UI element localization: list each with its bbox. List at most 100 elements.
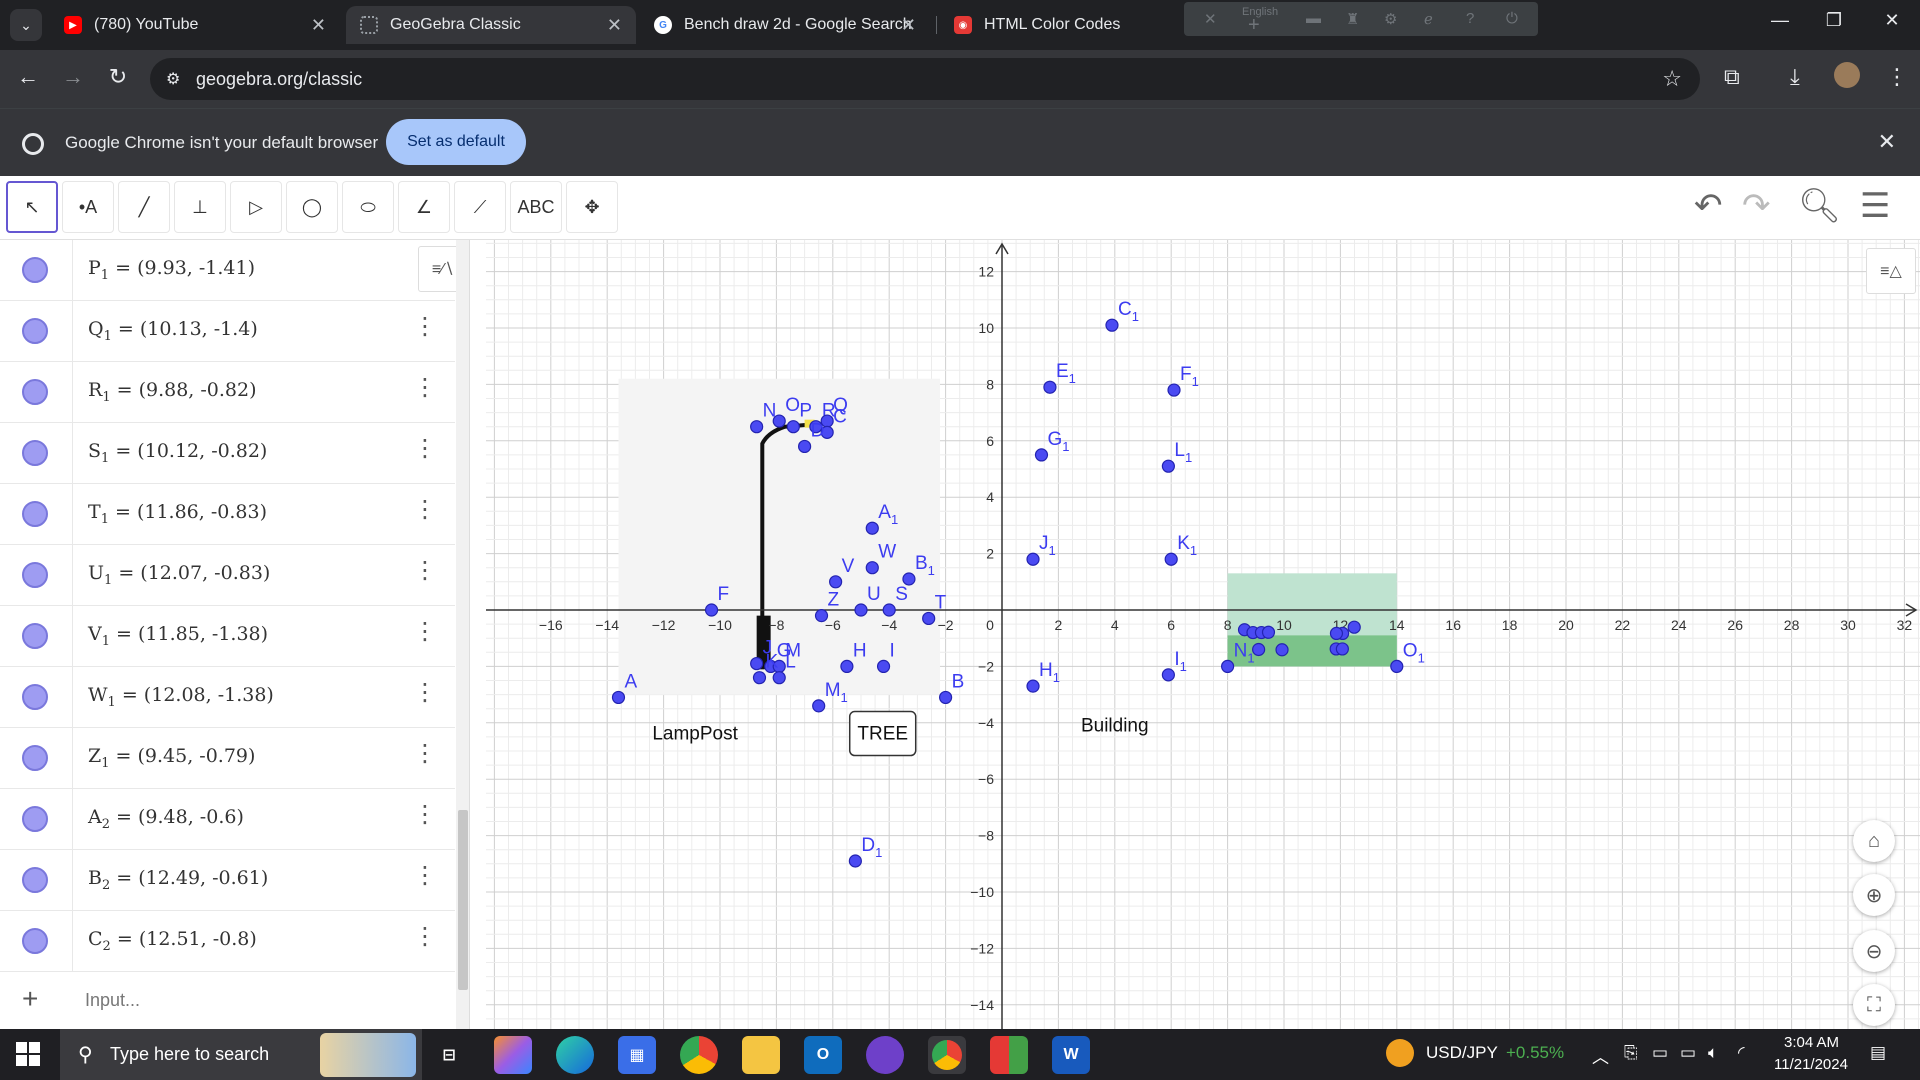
tab-html-color-codes[interactable]: ◉ HTML Color Codes: [940, 6, 1180, 44]
graphics-style-button[interactable]: ≡△: [1866, 248, 1916, 294]
fullscreen-icon[interactable]: ⛶: [1853, 984, 1895, 1026]
bookmark-star-icon[interactable]: ☆: [1662, 66, 1682, 91]
point-V[interactable]: [829, 575, 843, 589]
point-U[interactable]: [854, 603, 868, 617]
forward-icon[interactable]: →: [62, 64, 84, 89]
reflect-tool[interactable]: ⟋: [454, 181, 506, 233]
algebra-scrollbar[interactable]: [456, 240, 469, 1029]
algebra-definition[interactable]: T1 = (11.86, -0.83): [88, 501, 267, 527]
algebra-definition[interactable]: Q1 = (10.13, -1.4): [88, 318, 258, 344]
file-explorer-icon[interactable]: [742, 1036, 780, 1074]
algebra-row[interactable]: C2 = (12.51, -0.8) ⋮: [0, 911, 455, 972]
meet-icon[interactable]: ⎘: [1624, 1043, 1638, 1062]
tab-google-search[interactable]: G Bench draw 2d - Google Search ✕: [640, 6, 930, 44]
algebra-definition[interactable]: S1 = (10.12, -0.82): [88, 440, 267, 466]
set-as-default-button[interactable]: Set as default: [386, 119, 526, 165]
visibility-toggle[interactable]: [22, 257, 48, 283]
algebra-row[interactable]: T1 = (11.86, -0.83) ⋮: [0, 484, 455, 545]
ticker-name[interactable]: USD/JPY: [1426, 1043, 1498, 1062]
volume-icon[interactable]: 🔈︎: [1708, 1043, 1719, 1062]
more-options-icon[interactable]: ⋮: [413, 435, 437, 462]
close-icon[interactable]: ✕: [310, 15, 326, 35]
bench-point[interactable]: [1275, 643, 1289, 657]
point-H[interactable]: [840, 659, 854, 673]
more-options-icon[interactable]: ⋮: [413, 923, 437, 950]
point-D[interactable]: [798, 439, 812, 454]
point-Z[interactable]: [814, 609, 829, 623]
point-M1[interactable]: [812, 699, 826, 713]
polygon-tool[interactable]: ▷: [230, 181, 282, 233]
algebra-definition[interactable]: R1 = (9.88, -0.82): [88, 379, 257, 405]
algebra-definition[interactable]: W1 = (12.08, -1.38): [88, 684, 274, 710]
bench-point[interactable]: [1347, 620, 1361, 634]
point-I1[interactable]: [1161, 668, 1175, 682]
wifi-icon[interactable]: ◜: [1738, 1043, 1745, 1062]
site-info-icon[interactable]: ⚙: [166, 71, 181, 88]
algebra-definition[interactable]: P1 = (9.93, -1.41): [88, 257, 255, 283]
visibility-toggle[interactable]: [22, 318, 48, 344]
close-icon[interactable]: ✕: [606, 15, 622, 35]
point-R[interactable]: [809, 420, 823, 434]
point-L1[interactable]: [1161, 459, 1175, 473]
visibility-toggle[interactable]: [22, 867, 48, 893]
algebra-row[interactable]: B2 = (12.49, -0.61) ⋮: [0, 850, 455, 911]
building-label[interactable]: Building: [1081, 715, 1149, 736]
copilot-icon[interactable]: [494, 1036, 532, 1074]
point-T[interactable]: [922, 611, 936, 626]
edge-icon[interactable]: [556, 1036, 594, 1074]
undo-icon[interactable]: ↶: [1694, 187, 1723, 225]
extensions-icon[interactable]: ⧉: [1724, 64, 1740, 89]
search-icon[interactable]: 🔍︎: [1798, 187, 1842, 225]
point-G1[interactable]: [1034, 448, 1049, 462]
angle-tool[interactable]: ∠: [398, 181, 450, 233]
clock-date[interactable]: 11/21/2024: [1774, 1056, 1848, 1073]
point-A[interactable]: [611, 690, 626, 705]
point-K1[interactable]: [1164, 552, 1178, 566]
chrome-active-icon[interactable]: [928, 1036, 966, 1074]
bench-point[interactable]: [1252, 642, 1266, 657]
point-W[interactable]: [865, 561, 879, 575]
algebra-definition[interactable]: Z1 = (9.45, -0.79): [88, 745, 255, 771]
main-menu-icon[interactable]: ☰: [1860, 187, 1891, 225]
windows-start-icon[interactable]: [16, 1042, 40, 1066]
bench-point[interactable]: [1335, 642, 1349, 656]
visibility-toggle[interactable]: [22, 806, 48, 832]
move-tool[interactable]: ↖: [6, 181, 58, 233]
graphics-view[interactable]: −16 −14 −12 −10 −8 −6 −4 −2 0 2 4 6 8 10 12 14 16 18 20 22 2…: [486, 240, 1920, 1029]
back-icon[interactable]: ←: [17, 64, 39, 89]
algebra-input-row[interactable]: + Input...: [0, 969, 455, 1029]
point-H1[interactable]: [1026, 679, 1040, 693]
circle-tool[interactable]: ◯: [286, 181, 338, 233]
more-options-icon[interactable]: ⋮: [413, 557, 437, 584]
more-options-icon[interactable]: ⋮: [413, 862, 437, 889]
graph-canvas[interactable]: −16 −14 −12 −10 −8 −6 −4 −2 0 2 4 6 8 10 12 14 16 18 20 22 2…: [486, 240, 1920, 1029]
redo-icon[interactable]: ↷: [1742, 187, 1771, 225]
visibility-toggle[interactable]: [22, 379, 48, 405]
algebra-row[interactable]: Z1 = (9.45, -0.79) ⋮: [0, 728, 455, 789]
more-options-icon[interactable]: ⋮: [413, 801, 437, 828]
point-B1[interactable]: [902, 572, 916, 586]
clock-time[interactable]: 3:04 AM: [1784, 1034, 1840, 1051]
visibility-toggle[interactable]: [22, 684, 48, 710]
algebra-definition[interactable]: B2 = (12.49, -0.61): [88, 867, 268, 893]
algebra-input[interactable]: Input...: [85, 990, 141, 1010]
point-F1[interactable]: [1167, 383, 1181, 397]
algebra-row[interactable]: P1 = (9.93, -1.41)⋮: [0, 240, 455, 301]
point-F[interactable]: [704, 603, 719, 617]
visibility-toggle[interactable]: [22, 440, 48, 466]
point-N1[interactable]: [1220, 659, 1235, 673]
line-tool[interactable]: ╱: [118, 181, 170, 233]
visibility-toggle[interactable]: [22, 928, 48, 954]
minimize-icon[interactable]: —: [1771, 10, 1789, 30]
more-options-icon[interactable]: ⋮: [413, 313, 437, 340]
algebra-definition[interactable]: A2 = (9.48, -0.6): [88, 806, 244, 832]
point-C[interactable]: [820, 425, 834, 439]
algebra-definition[interactable]: C2 = (12.51, -0.8): [88, 928, 257, 954]
visibility-toggle[interactable]: [22, 745, 48, 771]
outlook-icon[interactable]: O: [804, 1036, 842, 1074]
github-icon[interactable]: [866, 1036, 904, 1074]
algebra-row[interactable]: S1 = (10.12, -0.82) ⋮: [0, 423, 455, 484]
point-E1[interactable]: [1043, 380, 1057, 394]
chevron-up-icon[interactable]: ︿: [1592, 1048, 1609, 1067]
taskbar-search-input[interactable]: Type here to search: [110, 1044, 270, 1064]
